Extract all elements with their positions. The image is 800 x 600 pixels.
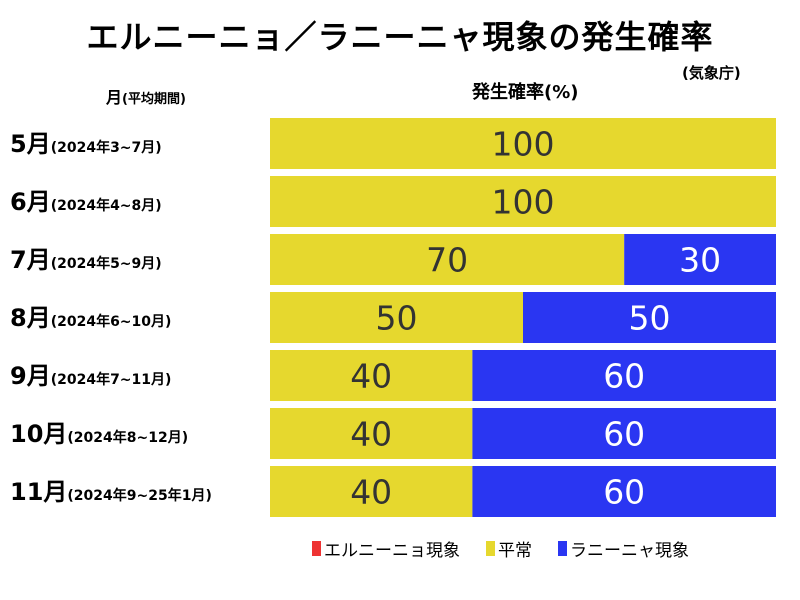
row-month-2: 6月: [10, 188, 51, 216]
bar-normal-row-5: [270, 350, 473, 401]
row-label-7: 11月 (2024年9~25年1月): [10, 472, 212, 507]
value-axis-header: 発生確率(%): [472, 82, 579, 103]
data-label-normal-row-3: 70: [426, 241, 468, 280]
data-label-normal-row-5: 40: [350, 357, 392, 396]
row-month-1: 5月: [10, 130, 51, 158]
row-month-4: 8月: [10, 304, 51, 332]
bar-la-nina-row-6: [472, 408, 776, 459]
data-label-normal-row-7: 40: [350, 473, 392, 512]
bar-normal-row-3: [270, 234, 625, 285]
bar-la-nina-row-4: [523, 292, 776, 343]
month-axis-header-sub: (平均期間): [122, 92, 186, 107]
data-label-normal-row-6: 40: [350, 415, 392, 454]
legend-item-normal: 平常: [486, 536, 532, 561]
month-axis-header-main: 月: [106, 88, 123, 107]
row-month-5: 9月: [10, 362, 51, 390]
row-period-4: (2024年6~10月): [50, 314, 172, 330]
legend-item-la-nina: ラニーニャ現象: [558, 536, 689, 561]
month-axis-header: 月(平均期間): [106, 84, 186, 108]
row-label-6: 10月 (2024年8~12月): [10, 414, 188, 449]
bar-normal-row-4: [270, 292, 523, 343]
data-label-normal-row-1: 100: [492, 125, 555, 164]
row-period-2: (2024年4~8月): [50, 198, 162, 214]
row-period-7: (2024年9~25年1月): [67, 488, 212, 504]
data-label-normal-row-4: 50: [376, 299, 418, 338]
row-period-3: (2024年5~9月): [50, 256, 162, 272]
row-month-7: 11月: [10, 478, 68, 506]
source-label: (気象庁): [682, 64, 741, 82]
bar-la-nina-row-7: [472, 466, 776, 517]
row-label-2: 6月 (2024年4~8月): [10, 182, 162, 217]
chart-title: エルニーニョ／ラニーニャ現象の発生確率: [86, 18, 714, 56]
legend-swatch-la-nina: [558, 541, 567, 556]
row-period-5: (2024年7~11月): [50, 372, 172, 388]
row-period-6: (2024年8~12月): [67, 430, 189, 446]
legend-label-el-nino: エルニーニョ現象: [324, 541, 460, 561]
row-label-4: 8月 (2024年6~10月): [10, 298, 171, 333]
row-period-1: (2024年3~7月): [50, 140, 162, 156]
row-month-3: 7月: [10, 246, 51, 274]
row-label-5: 9月 (2024年7~11月): [10, 356, 171, 391]
row-label-1: 5月 (2024年3~7月): [10, 124, 162, 159]
data-label-la-nina-row-6: 60: [603, 415, 645, 454]
bar-la-nina-row-3: [624, 234, 776, 285]
bar-normal-row-6: [270, 408, 473, 459]
chart-legend: エルニーニョ現象 平常 ラニーニャ現象: [312, 536, 715, 561]
legend-label-normal: 平常: [498, 541, 532, 561]
row-month-6: 10月: [10, 420, 68, 448]
legend-item-el-nino: エルニーニョ現象: [312, 536, 460, 561]
data-label-la-nina-row-4: 50: [629, 299, 671, 338]
legend-swatch-normal: [486, 541, 495, 556]
data-label-la-nina-row-7: 60: [603, 473, 645, 512]
data-label-la-nina-row-3: 30: [679, 241, 721, 280]
bar-la-nina-row-5: [472, 350, 776, 401]
bar-normal-row-2: [270, 176, 776, 227]
data-label-normal-row-2: 100: [492, 183, 555, 222]
legend-swatch-el-nino: [312, 541, 321, 556]
bar-normal-row-1: [270, 118, 776, 169]
bar-normal-row-7: [270, 466, 473, 517]
data-label-la-nina-row-5: 60: [603, 357, 645, 396]
row-label-3: 7月 (2024年5~9月): [10, 240, 162, 275]
legend-label-la-nina: ラニーニャ現象: [570, 541, 689, 561]
